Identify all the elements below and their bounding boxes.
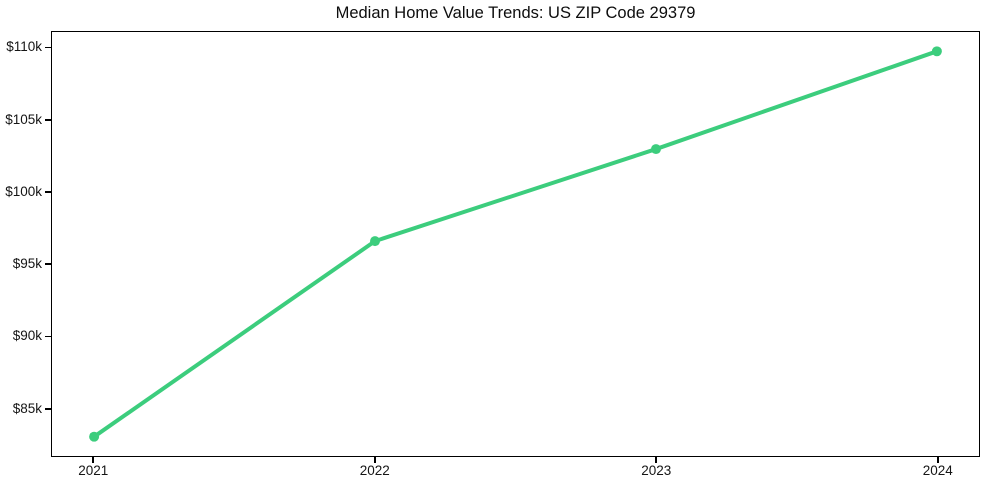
plot-area bbox=[51, 31, 980, 457]
y-tick-mark bbox=[45, 46, 51, 49]
y-tick-label: $110k bbox=[6, 39, 42, 55]
line-chart-canvas bbox=[89, 46, 942, 442]
x-tick-label: 2022 bbox=[359, 463, 390, 478]
y-tick-mark bbox=[45, 263, 51, 266]
x-tick-label: 2021 bbox=[78, 463, 109, 478]
data-point-marker bbox=[370, 236, 380, 247]
data-point-marker bbox=[89, 431, 100, 442]
data-point-marker bbox=[931, 46, 942, 57]
trend-line bbox=[92, 49, 939, 439]
x-tick-label: 2024 bbox=[922, 463, 953, 478]
data-point-marker bbox=[651, 144, 661, 155]
y-tick-mark bbox=[45, 335, 51, 338]
y-tick-label: $100k bbox=[5, 183, 42, 199]
x-tick-mark bbox=[936, 457, 939, 463]
y-tick-label: $90k bbox=[12, 328, 42, 344]
chart-title: Median Home Value Trends: US ZIP Code 29… bbox=[335, 4, 696, 22]
y-tick-label: $105k bbox=[5, 111, 42, 127]
x-tick-mark bbox=[373, 457, 376, 463]
y-tick-label: $95k bbox=[12, 256, 42, 272]
y-tick-mark bbox=[45, 191, 51, 193]
x-tick-label: 2023 bbox=[641, 463, 672, 478]
y-tick-mark bbox=[45, 407, 51, 410]
x-tick-mark bbox=[92, 457, 95, 463]
x-tick-mark bbox=[655, 457, 658, 463]
y-tick-label: $85k bbox=[12, 400, 42, 416]
y-tick-mark bbox=[45, 118, 51, 121]
